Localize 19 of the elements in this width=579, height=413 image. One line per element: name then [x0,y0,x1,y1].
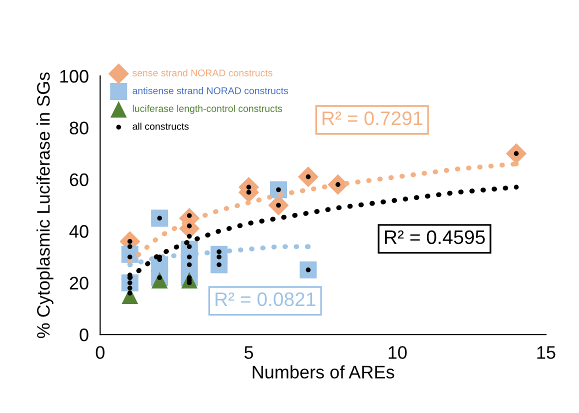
legend-label: all constructs [132,122,189,130]
x-tick-label: 5 [244,346,254,359]
y-tick-label: 60 [70,173,88,186]
x-tick-label: 10 [388,346,407,359]
legend-label: luciferase length-control constructs [132,104,282,114]
legend-label: sense strand NORAD constructs [132,69,272,76]
y-tick-label: 80 [70,122,88,134]
x-axis-title: Numbers of AREs [252,365,394,379]
y-tick-label: 0 [80,328,88,342]
y-tick-label: 100 [60,70,88,83]
annotation: R² = 0.4595 [385,230,485,244]
y-tick-label: 20 [70,276,88,290]
y-axis-title: % Cytoplasmic Luciferase in SGs [36,72,54,338]
x-tick-label: 0 [96,346,104,359]
legend-label: antisense strand NORAD constructs [132,87,288,94]
x-tick-label: 15 [537,346,556,359]
y-tick-label: 40 [69,225,88,238]
annotation: R² = 0.0821 [216,292,316,306]
annotation: R² = 0.7291 [322,111,422,126]
